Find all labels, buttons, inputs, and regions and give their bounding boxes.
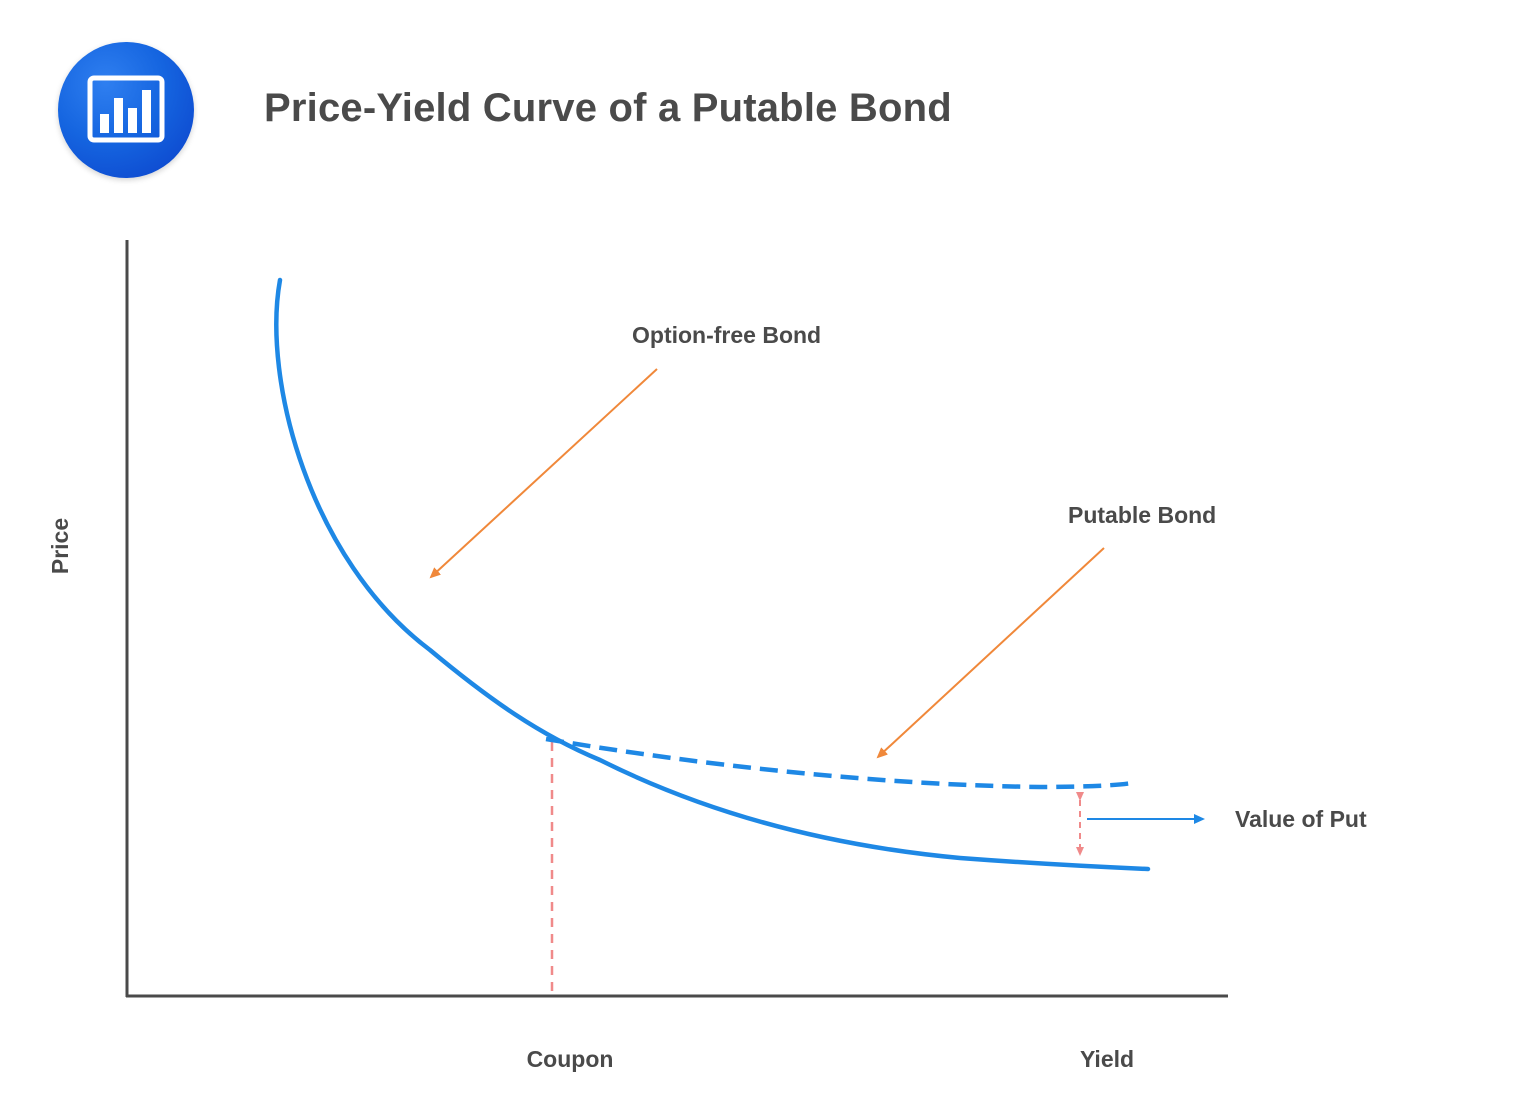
option-free-bond-pointer-arrow bbox=[429, 368, 658, 579]
series-putable-bond bbox=[545, 736, 1133, 790]
bar-chart-icon bbox=[87, 75, 165, 143]
logo-badge bbox=[58, 42, 194, 178]
series-option-free-bond bbox=[274, 277, 1151, 872]
y-axis-label: Price bbox=[47, 518, 73, 574]
annotation-option-free-bond: Option-free Bond bbox=[632, 322, 821, 348]
page-title: Price-Yield Curve of a Putable Bond bbox=[264, 86, 952, 130]
x-tick-label-coupon: Coupon bbox=[527, 1046, 614, 1072]
x-axis-label: Yield bbox=[1080, 1046, 1134, 1072]
annotation-putable-bond: Putable Bond bbox=[1068, 502, 1216, 528]
annotation-value-of-put: Value of Put bbox=[1235, 806, 1367, 832]
putable-bond-pointer-arrow bbox=[876, 547, 1105, 759]
